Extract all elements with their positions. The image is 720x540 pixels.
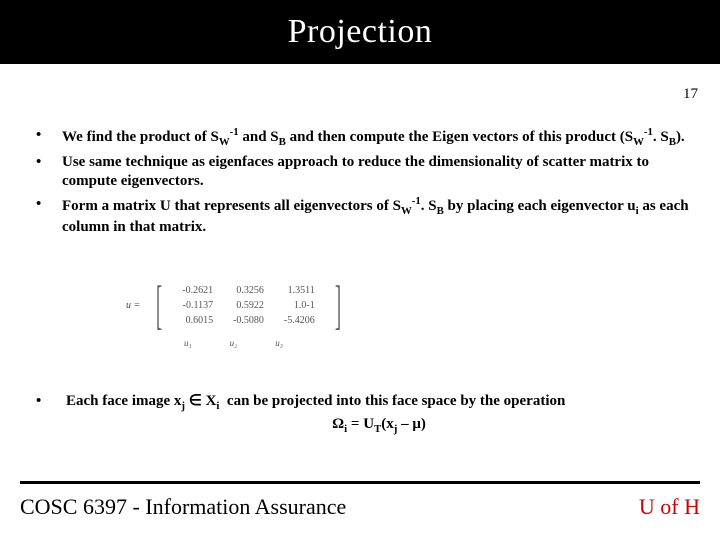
- projection-sentence: Each face image xj ∈ Xi can be projected…: [66, 392, 692, 413]
- col-label: u₂: [230, 338, 238, 348]
- bullet-text: We find the product of SW-1 and SB and t…: [62, 126, 692, 149]
- matrix-cell: 0.6015: [172, 313, 223, 328]
- matrix-column-labels: u₁ u₂ u₃: [184, 338, 283, 348]
- matrix-cell: -5.4206: [274, 313, 325, 328]
- footer: COSC 6397 - Information Assurance U of H: [20, 494, 700, 520]
- matrix-row: -0.1137 0.5922 1.0-1: [172, 298, 325, 313]
- matrix-cell: 0.5922: [223, 298, 274, 313]
- col-label: u₁: [184, 338, 192, 348]
- bullet-mark: •: [32, 126, 62, 145]
- matrix-grid: -0.2621 0.3256 1.3511 -0.1137 0.5922 1.0…: [168, 281, 329, 330]
- matrix-cell: 0.3256: [223, 283, 274, 298]
- bullet-item: • Each face image xj ∈ Xi can be project…: [32, 392, 692, 437]
- page-number: 17: [683, 86, 698, 103]
- bullet-mark: •: [32, 153, 62, 172]
- bullet-item: • Use same technique as eigenfaces appro…: [32, 153, 692, 191]
- matrix-cell: -0.5080: [223, 313, 274, 328]
- bullet-item: • Form a matrix U that represents all ei…: [32, 195, 692, 237]
- footer-divider: [20, 481, 700, 484]
- matrix-cell: -0.1137: [172, 298, 223, 313]
- right-bracket-icon: ]: [335, 278, 341, 332]
- matrix-cell: -0.2621: [172, 283, 223, 298]
- col-label: u₃: [275, 338, 283, 348]
- matrix-row: 0.6015 -0.5080 -5.4206: [172, 313, 325, 328]
- footer-right: U of H: [639, 494, 700, 520]
- bullet-mark: •: [32, 392, 66, 437]
- bullet-text: Form a matrix U that represents all eige…: [62, 195, 692, 237]
- bullet-list: • We find the product of SW-1 and SB and…: [32, 126, 692, 241]
- left-bracket-icon: [: [156, 278, 162, 332]
- bullet-item: • We find the product of SW-1 and SB and…: [32, 126, 692, 149]
- projection-equation: Ωi = UT(xj – μ): [66, 415, 692, 436]
- bullet-mark: •: [32, 195, 62, 214]
- slide-title: Projection: [288, 13, 433, 51]
- matrix-row: -0.2621 0.3256 1.3511: [172, 283, 325, 298]
- footer-left: COSC 6397 - Information Assurance: [20, 494, 346, 520]
- matrix-lhs: u =: [126, 300, 140, 311]
- matrix-display: u = [ -0.2621 0.3256 1.3511 -0.1137 0.59…: [126, 278, 347, 332]
- matrix-cell: 1.0-1: [274, 298, 325, 313]
- matrix-cell: 1.3511: [274, 283, 325, 298]
- bullet-text: Each face image xj ∈ Xi can be projected…: [66, 392, 692, 437]
- title-bar: Projection: [0, 0, 720, 64]
- bullet-text: Use same technique as eigenfaces approac…: [62, 153, 692, 191]
